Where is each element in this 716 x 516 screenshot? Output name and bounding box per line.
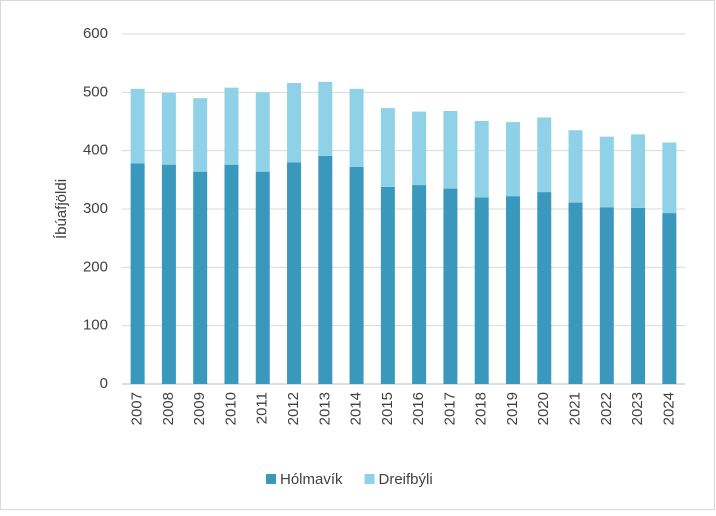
bar-segment bbox=[412, 185, 427, 384]
bar-segment bbox=[631, 207, 646, 384]
bar-segment bbox=[287, 162, 302, 384]
bar-segment bbox=[318, 81, 333, 156]
y-tick-label: 200 bbox=[83, 258, 108, 275]
x-tick-label: 2019 bbox=[504, 392, 521, 425]
x-tick-label: 2014 bbox=[348, 392, 365, 425]
x-tick-label: 2015 bbox=[379, 392, 396, 425]
x-tick-label: 2017 bbox=[441, 392, 458, 425]
bar-segment bbox=[193, 171, 208, 384]
x-tick-label: 2007 bbox=[129, 392, 146, 425]
bar-segment bbox=[662, 142, 677, 214]
x-tick-label: 2021 bbox=[566, 392, 583, 425]
bar-segment bbox=[412, 111, 427, 186]
y-tick-label: 100 bbox=[83, 317, 108, 334]
bar-segment bbox=[537, 117, 552, 193]
x-tick-label: 2018 bbox=[473, 392, 490, 425]
bar-segment bbox=[631, 134, 646, 208]
bar-segment bbox=[505, 122, 520, 197]
y-tick-label: 400 bbox=[83, 142, 108, 159]
x-tick-label: 2010 bbox=[222, 392, 239, 425]
x-tick-label: 2020 bbox=[535, 392, 552, 425]
bar-segment bbox=[161, 92, 176, 165]
x-tick-label: 2024 bbox=[660, 392, 677, 425]
bar-segment bbox=[474, 197, 489, 384]
legend-swatch bbox=[266, 474, 276, 484]
x-tick-label: 2013 bbox=[316, 392, 333, 425]
bar-segment bbox=[318, 155, 333, 384]
bar-segment bbox=[161, 164, 176, 384]
y-tick-label: 500 bbox=[83, 83, 108, 100]
bar-segment bbox=[443, 188, 458, 384]
x-tick-label: 2016 bbox=[410, 392, 427, 425]
bar-segment bbox=[568, 202, 583, 384]
bar-segment bbox=[662, 213, 677, 384]
x-tick-label: 2011 bbox=[254, 392, 271, 424]
bar-segment bbox=[568, 130, 583, 203]
bar-segment bbox=[380, 108, 395, 187]
x-tick-label: 2023 bbox=[629, 392, 646, 425]
bar-segment bbox=[474, 120, 489, 198]
bar-segment bbox=[224, 87, 239, 165]
bar-segment bbox=[599, 207, 614, 384]
bar-segment bbox=[349, 88, 364, 167]
y-axis-label: Íbúafjöldi bbox=[53, 179, 70, 239]
bar-segment bbox=[380, 186, 395, 384]
bar-segment bbox=[537, 192, 552, 384]
x-tick-label: 2022 bbox=[598, 392, 615, 425]
legend-label: Dreifbýli bbox=[379, 471, 433, 488]
bar-segment bbox=[443, 111, 458, 189]
bar-segment bbox=[224, 164, 239, 384]
x-tick-label: 2012 bbox=[285, 392, 302, 425]
y-tick-label: 600 bbox=[83, 25, 108, 42]
bar-segment bbox=[193, 98, 208, 172]
x-tick-label: 2009 bbox=[191, 392, 208, 425]
x-tick-label: 2008 bbox=[160, 392, 177, 425]
bar-segment bbox=[255, 171, 270, 384]
legend-swatch bbox=[364, 474, 375, 484]
legend-label: Hólmavík bbox=[280, 471, 343, 488]
bar-segment bbox=[505, 196, 520, 384]
y-tick-label: 0 bbox=[100, 375, 108, 392]
bar-segment bbox=[255, 92, 270, 172]
y-tick-label: 300 bbox=[83, 200, 108, 217]
bar-segment bbox=[599, 136, 614, 208]
bar-segment bbox=[130, 88, 145, 164]
bar-segment bbox=[130, 163, 145, 384]
bar-segment bbox=[349, 167, 364, 384]
bar-segment bbox=[287, 83, 302, 163]
